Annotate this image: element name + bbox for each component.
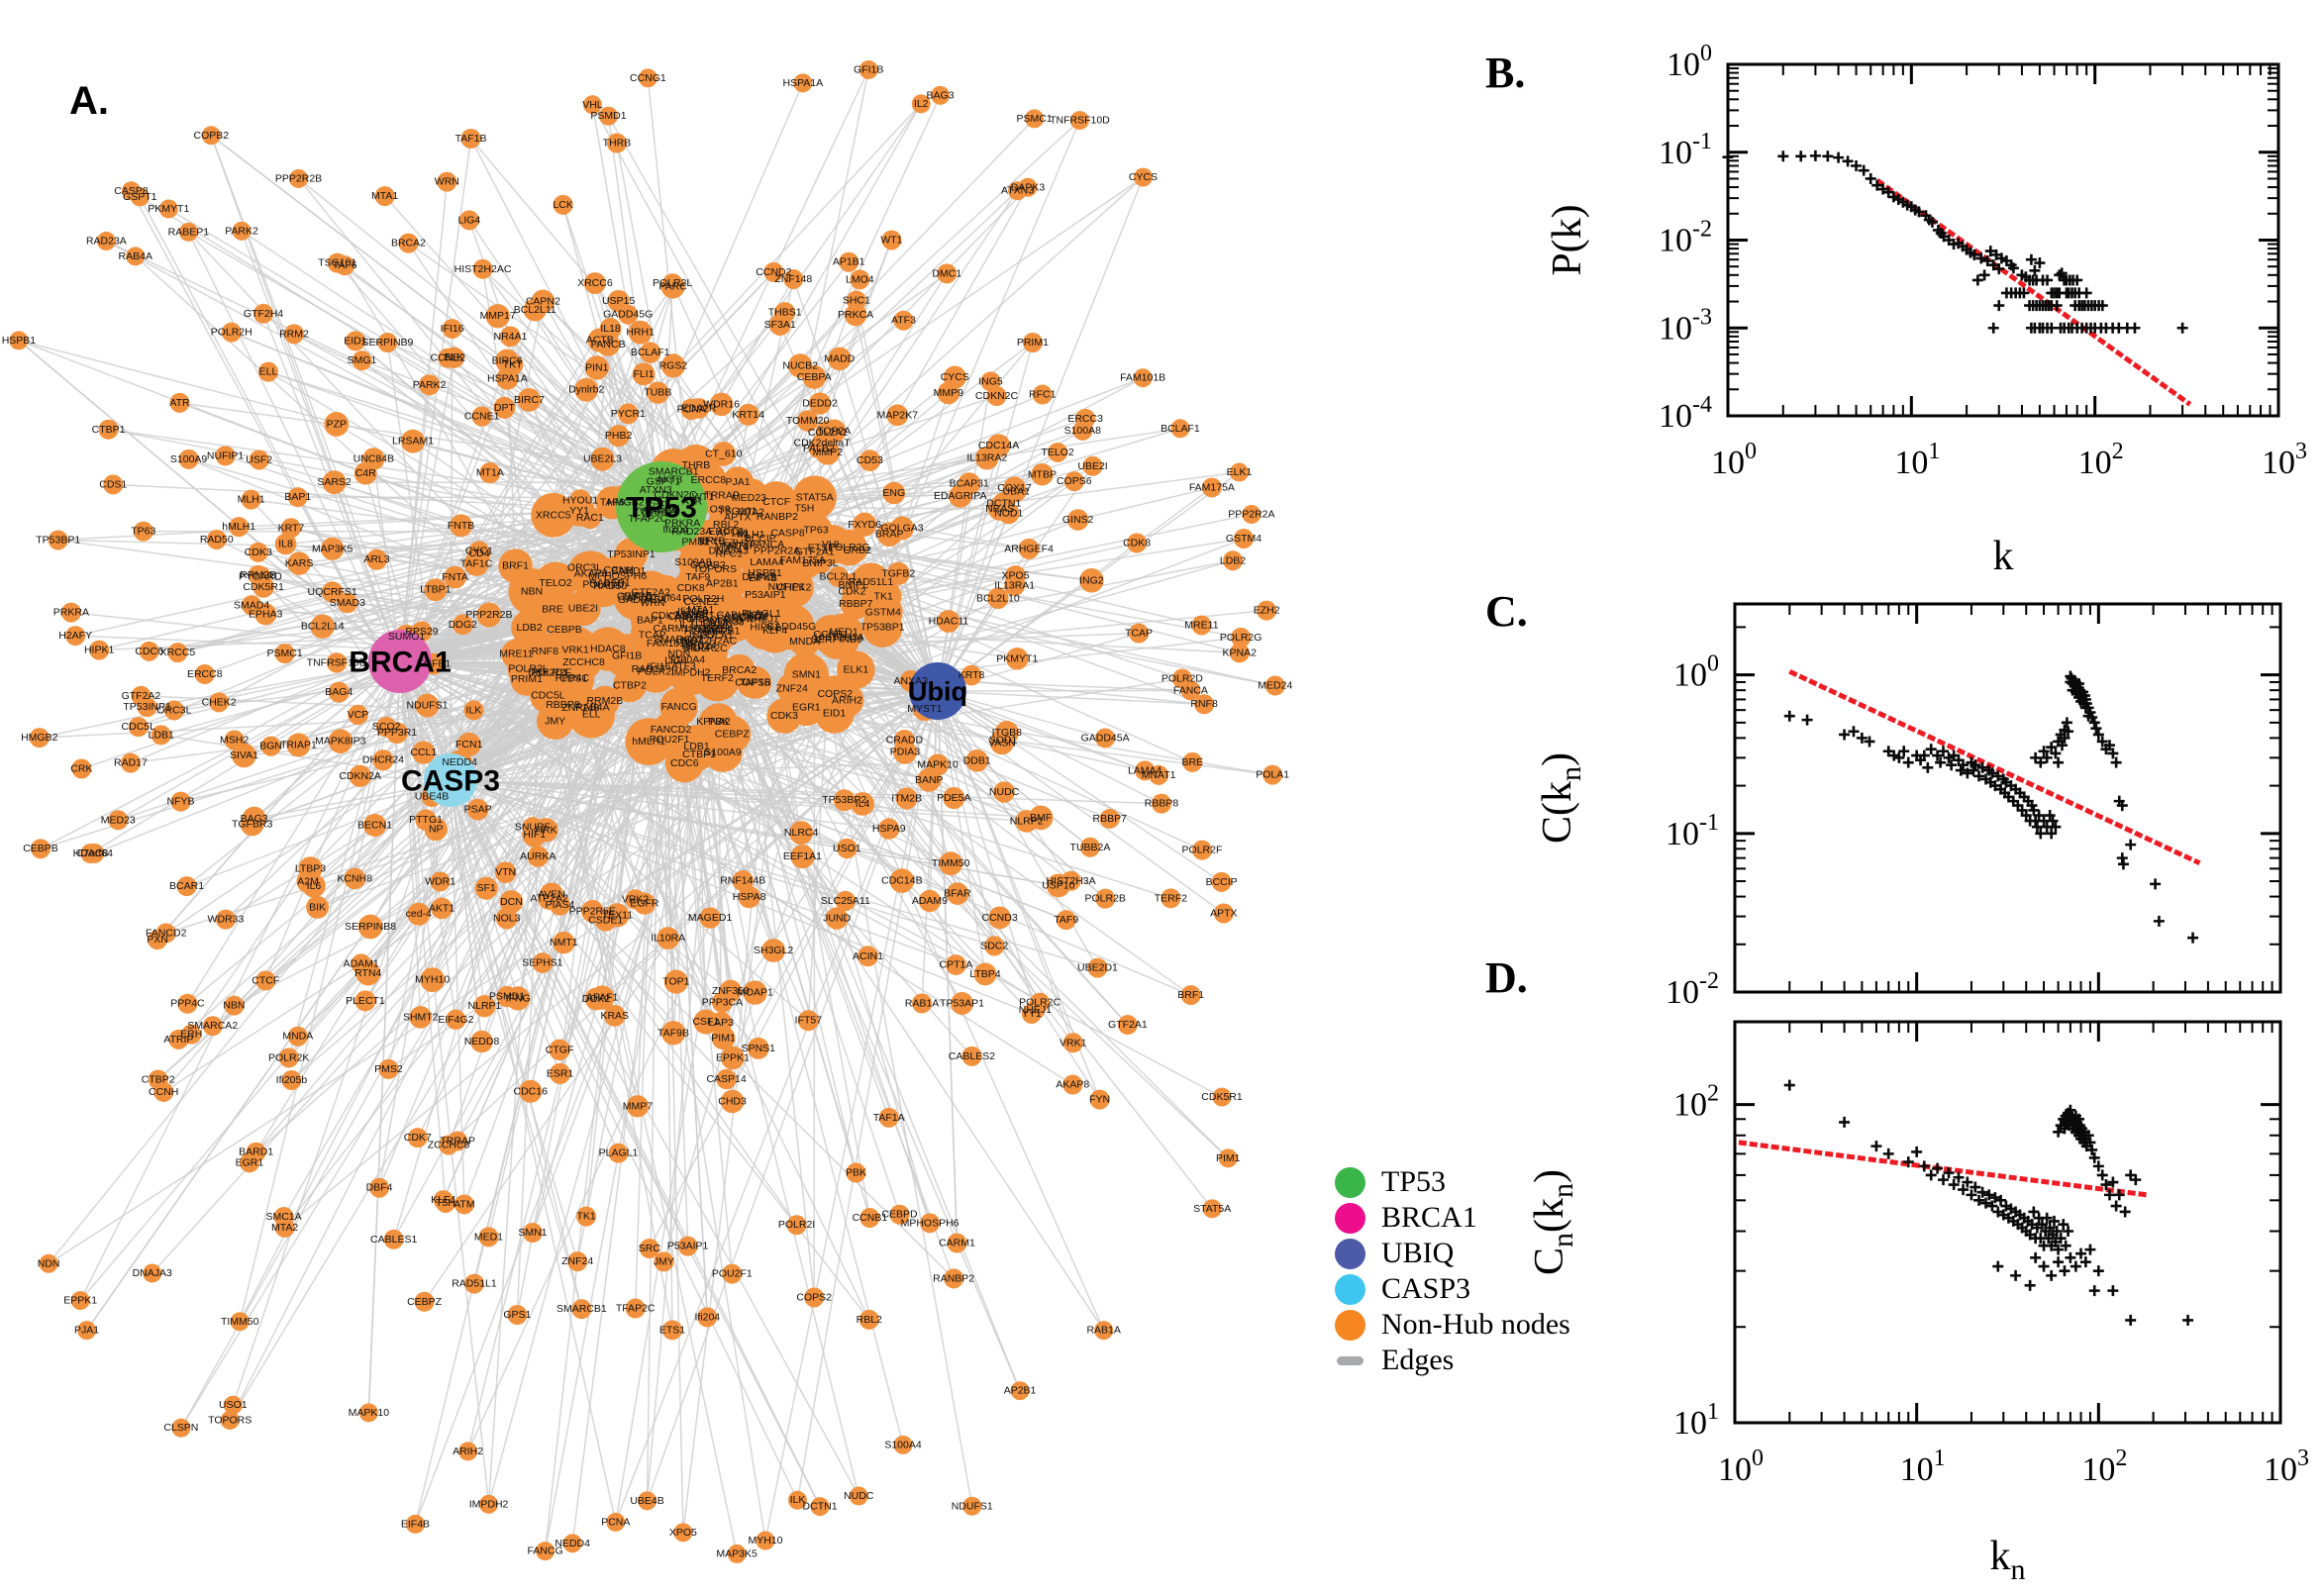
panel-a-label: A. <box>69 79 109 123</box>
svg-text:100: 100 <box>1718 1446 1764 1488</box>
svg-text:10-2: 10-2 <box>1666 968 1719 1011</box>
svg-text:102: 102 <box>1673 1081 1719 1124</box>
svg-text:10-4: 10-4 <box>1659 392 1712 435</box>
svg-text:103: 103 <box>2264 1446 2309 1488</box>
hub-label-tp53: TP53 <box>626 492 697 525</box>
data-points <box>1783 670 2199 944</box>
y-axis-title: P(k) <box>1545 204 1590 275</box>
panel-d-label: D. <box>1485 953 1528 1002</box>
hub-node-brca1 <box>368 630 432 693</box>
axis-ticks <box>1733 604 2282 994</box>
edge-swatch-icon <box>1337 1355 1364 1365</box>
svg-text:10-1: 10-1 <box>1666 810 1719 852</box>
plot-frame <box>1733 1020 2282 1425</box>
x-axis-title: kn​ <box>1990 1534 2026 1586</box>
legend-label: BRCA1 <box>1381 1201 1477 1234</box>
network-nodes <box>9 59 1285 1563</box>
legend-item-ubiq: UBIQ <box>1335 1236 1570 1271</box>
fit-line <box>1738 1140 2148 1198</box>
axis-ticks <box>1726 62 2280 418</box>
panel-c-label: C. <box>1485 587 1528 636</box>
svg-text:101: 101 <box>1894 439 1940 481</box>
panel-b-label: B. <box>1485 49 1526 97</box>
nonhub-swatch-icon <box>1335 1309 1365 1341</box>
hub-node-ubiq <box>909 662 966 720</box>
svg-text:102: 102 <box>2081 1446 2127 1488</box>
axis-ticks <box>1733 1022 2282 1425</box>
legend-label: TP53 <box>1381 1165 1447 1198</box>
fit-line <box>1875 178 2192 407</box>
svg-text:103: 103 <box>2262 439 2307 481</box>
legend-label: Edges <box>1381 1344 1455 1376</box>
svg-text:10-3: 10-3 <box>1659 304 1712 347</box>
svg-text:100: 100 <box>1666 41 1712 83</box>
legend-item-tp53: TP53 <box>1335 1164 1570 1200</box>
svg-text:100: 100 <box>1711 439 1757 481</box>
legend-label: CASP3 <box>1381 1272 1471 1305</box>
svg-text:100: 100 <box>1673 651 1719 694</box>
legend-label: UBIQ <box>1381 1237 1455 1269</box>
legend-item-edges: Edges <box>1335 1343 1570 1378</box>
network-hub-labels: TP53 BRCA1 Ubiq CASP3 <box>349 492 967 798</box>
panel-c: 100 10-1 10-2 C(kn​) <box>1535 602 2282 1011</box>
svg-text:102: 102 <box>2078 439 2124 481</box>
network-hubs <box>368 461 966 807</box>
fit-line <box>1788 668 2201 866</box>
x-axis-title: k <box>1993 534 2014 579</box>
data-points <box>1722 150 2188 334</box>
legend-item-brca1: BRCA1 <box>1335 1200 1570 1236</box>
legend-item-nonhub: Non-Hub nodes <box>1335 1307 1570 1343</box>
svg-text:101: 101 <box>1900 1446 1946 1488</box>
y-axis-title: C(kn​) <box>1535 752 1587 844</box>
legend-label: Non-Hub nodes <box>1381 1308 1570 1341</box>
brca1-swatch-icon <box>1335 1202 1365 1234</box>
ubiq-swatch-icon <box>1335 1238 1365 1269</box>
hub-label-casp3: CASP3 <box>401 765 500 798</box>
plot-frame <box>1733 602 2282 994</box>
hub-label-ubiq: Ubiq <box>908 676 967 706</box>
y-axis-title: Cn​(kn​) <box>1527 1169 1579 1275</box>
legend-item-casp3: CASP3 <box>1335 1271 1570 1307</box>
legend: TP53 BRCA1 UBIQ CASP3 Non-Hub nodes Edge… <box>1335 1164 1570 1378</box>
plot-frame <box>1726 62 2280 418</box>
hub-node-casp3 <box>424 753 477 807</box>
tick-labels: 100 10-1 10-2 <box>1666 651 1719 1011</box>
hub-node-tp53 <box>616 461 707 552</box>
svg-text:10-1: 10-1 <box>1659 129 1712 171</box>
svg-text:101: 101 <box>1673 1399 1719 1442</box>
casp3-swatch-icon <box>1335 1273 1365 1305</box>
data-points <box>1783 1079 2194 1326</box>
hub-label-brca1: BRCA1 <box>349 647 451 679</box>
network-node-labels: VRK1TCAPIfi204TP53INP1P53AIP1SMG1H2AFYZC… <box>2 63 1293 1559</box>
svg-text:10-2: 10-2 <box>1659 217 1712 259</box>
tp53-swatch-icon <box>1335 1166 1365 1198</box>
